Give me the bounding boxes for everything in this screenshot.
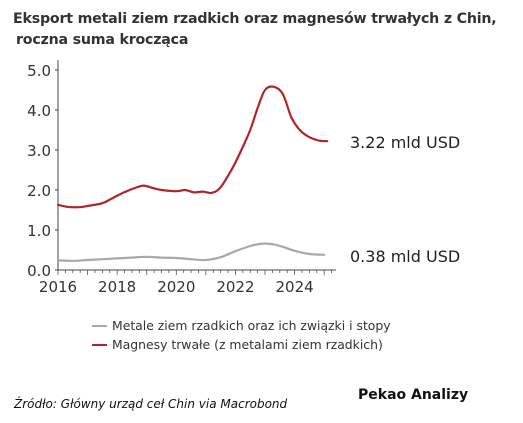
series-line-magnets (56, 85, 329, 209)
end-label-metals: 0.38 mld USD (350, 247, 460, 266)
series-line-metals (56, 242, 326, 262)
legend-label-series-2: Magnesy trwałe (z metalami ziem rzadkich… (112, 337, 383, 352)
legend-item-series-1: Metale ziem rzadkich oraz ich związki i … (92, 316, 391, 335)
line-chart: 0.0 1.0 2.0 3.0 4.0 5.0 2016 2018 2020 2022 2024 0.… (27, 60, 460, 296)
y-tick-label: 1.0 (27, 222, 51, 240)
legend-swatch-series-1 (92, 324, 107, 327)
y-tick-label: 0.0 (27, 262, 51, 280)
end-label-magnets: 3.22 mld USD (350, 133, 460, 152)
x-tick-label: 2024 (276, 278, 314, 296)
chart-title-line-1: Eksport metali ziem rzadkich oraz magnes… (13, 11, 497, 27)
x-tick-label: 2018 (98, 278, 136, 296)
brand-label: Pekao Analizy (358, 387, 469, 403)
y-tick-label: 3.0 (27, 142, 51, 160)
x-tick-label: 2022 (216, 278, 254, 296)
legend-swatch-series-2 (92, 343, 107, 346)
source-note: Źródło: Główny urząd ceł Chin via Macrob… (14, 397, 288, 411)
y-tick-label: 5.0 (27, 62, 51, 80)
y-tick-label: 4.0 (27, 102, 51, 120)
x-tick-label: 2020 (157, 278, 195, 296)
chart-legend: Metale ziem rzadkich oraz ich związki i … (92, 316, 391, 354)
x-tick-label: 2016 (39, 278, 77, 296)
legend-item-series-2: Magnesy trwałe (z metalami ziem rzadkich… (92, 335, 391, 354)
legend-label-series-1: Metale ziem rzadkich oraz ich związki i … (112, 318, 391, 333)
chart-title-line-2: roczna suma krocząca (16, 32, 189, 48)
chart-title: Eksport metali ziem rzadkich oraz magnes… (13, 9, 518, 51)
y-tick-label: 2.0 (27, 182, 51, 200)
